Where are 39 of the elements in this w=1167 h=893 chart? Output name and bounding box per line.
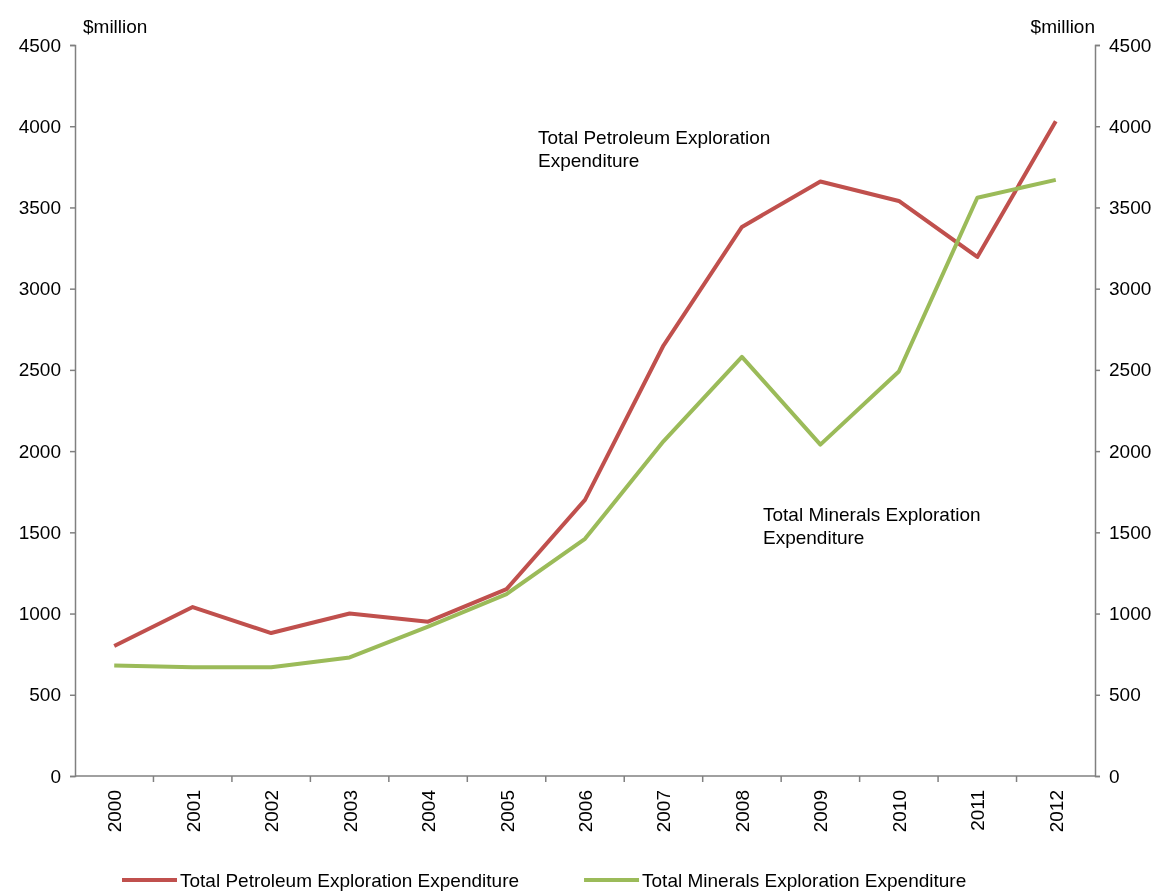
y2-tick-label: 1000	[1109, 603, 1152, 625]
x-tick-label: 2004	[418, 789, 440, 833]
x-tick-label: 2011	[967, 790, 989, 831]
annotation: Total Petroleum Exploration Expenditure	[538, 127, 771, 171]
x-tick-label: 2003	[339, 790, 361, 833]
y2-tick-label: 4500	[1109, 34, 1152, 56]
x-tick-label: 2000	[104, 790, 126, 833]
x-tick-label: 2007	[653, 790, 675, 833]
y-tick-label: 2000	[18, 440, 61, 462]
y2-tick-label: 3000	[1109, 278, 1152, 300]
y-tick-label: 1000	[18, 603, 61, 625]
y-tick-label: 0	[50, 765, 61, 787]
y-tick-label: 2500	[18, 359, 61, 381]
y2-axis-title: $million	[1030, 16, 1095, 37]
y-tick-label: 4000	[18, 115, 61, 137]
y-axis-title: $million	[83, 16, 148, 37]
annotation: Total Minerals Exploration Expenditure	[763, 504, 981, 548]
y-tick-label: 4500	[18, 34, 61, 56]
y2-tick-label: 2000	[1109, 440, 1152, 462]
x-tick-label: 2005	[496, 790, 518, 833]
y2-tick-label: 3500	[1109, 197, 1152, 219]
y2-tick-label: 2500	[1109, 359, 1152, 381]
x-tick-label: 2006	[575, 790, 596, 833]
x-tick-label: 2009	[810, 790, 832, 833]
legend-label: Total Petroleum Exploration Expenditure	[180, 870, 520, 891]
x-tick-label: 2002	[261, 790, 283, 833]
x-tick-label: 2010	[888, 790, 910, 833]
x-tick-label: 2008	[731, 790, 753, 833]
y-tick-label: 3500	[18, 197, 61, 219]
y-tick-label: 500	[29, 684, 61, 706]
x-tick-label: 2012	[1045, 790, 1067, 833]
y2-tick-label: 0	[1109, 765, 1120, 787]
y2-tick-label: 4000	[1109, 115, 1152, 137]
y-tick-label: 3000	[18, 278, 61, 300]
x-tick-label: 2001	[182, 790, 204, 833]
y2-tick-label: 500	[1109, 684, 1141, 706]
y2-tick-label: 1500	[1109, 521, 1152, 543]
legend-label: Total Minerals Exploration Expenditure	[642, 870, 967, 891]
y-tick-label: 1500	[18, 521, 61, 543]
